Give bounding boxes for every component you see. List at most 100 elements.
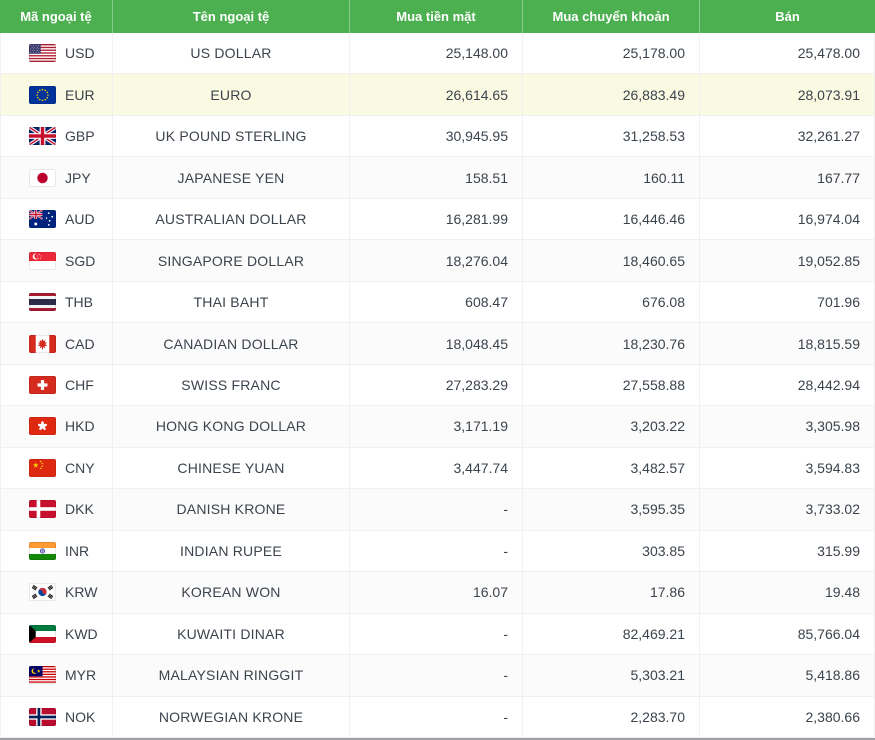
currency-code: KWD — [65, 625, 98, 642]
table-row[interactable]: SGD SINGAPORE DOLLAR 18,276.04 18,460.65… — [1, 240, 874, 282]
buy-cash-value: 16,281.99 — [350, 198, 523, 240]
table-row[interactable]: HKD HONG KONG DOLLAR 3,171.19 3,203.22 3… — [1, 406, 874, 448]
table-row[interactable]: INR INDIAN RUPEE - 303.85 315.99 — [1, 530, 874, 573]
buy-cash-value: 158.51 — [350, 157, 523, 198]
currency-code: JPY — [65, 169, 91, 186]
currency-code: EUR — [65, 86, 95, 103]
canada-flag-icon — [29, 334, 56, 353]
currency-code: CAD — [65, 335, 95, 352]
buy-cash-value: 27,283.29 — [350, 364, 523, 406]
table-row[interactable]: KWD KUWAITI DINAR - 82,469.21 85,766.04 — [1, 613, 874, 656]
currency-code: INR — [65, 542, 90, 559]
buy-transfer-value: 3,595.35 — [523, 489, 700, 530]
currency-code: NOK — [65, 708, 96, 725]
table-row[interactable]: CHF SWISS FRANC 27,283.29 27,558.88 28,4… — [1, 364, 874, 407]
denmark-flag-icon — [29, 500, 56, 519]
currency-name: JAPANESE YEN — [113, 157, 350, 198]
currency-code: SGD — [65, 252, 96, 269]
currency-code-cell: THB — [1, 281, 113, 323]
thailand-flag-icon — [29, 293, 56, 312]
header-buy-cash: Mua tiền mặt — [350, 0, 523, 33]
buy-transfer-value: 5,303.21 — [523, 655, 700, 696]
currency-code: HKD — [65, 418, 95, 435]
header-currency-code: Mã ngoại tệ — [0, 0, 113, 33]
header-currency-name: Tên ngoại tệ — [113, 0, 350, 33]
table-row[interactable]: USD US DOLLAR 25,148.00 25,178.00 25,478… — [1, 33, 874, 75]
buy-cash-value: 608.47 — [350, 281, 523, 323]
japan-flag-icon — [29, 168, 56, 187]
buy-transfer-value: 31,258.53 — [523, 115, 700, 157]
kuwait-flag-icon — [29, 624, 56, 643]
buy-cash-value: - — [350, 530, 523, 572]
table-row[interactable]: CNY CHINESE YUAN 3,447.74 3,482.57 3,594… — [1, 447, 874, 490]
table-row[interactable]: DKK DANISH KRONE - 3,595.35 3,733.02 — [1, 489, 874, 531]
currency-name: MALAYSIAN RINGGIT — [113, 655, 350, 696]
currency-code-cell: KRW — [1, 572, 113, 613]
currency-code: DKK — [65, 501, 94, 518]
buy-transfer-value: 18,460.65 — [523, 240, 700, 281]
currency-code: AUD — [65, 211, 95, 228]
sell-value: 315.99 — [817, 542, 860, 559]
currency-code: USD — [65, 45, 95, 62]
table-row[interactable]: NOK NORWEGIAN KRONE - 2,283.70 2,380.66 — [1, 696, 874, 738]
sell-value: 19,052.85 — [797, 252, 860, 269]
currency-name: UK POUND STERLING — [113, 115, 350, 157]
currency-code: MYR — [65, 667, 97, 684]
currency-code-cell: SGD — [1, 240, 113, 281]
currency-name: HONG KONG DOLLAR — [113, 406, 350, 447]
sell-value: 28,442.94 — [797, 376, 860, 393]
india-flag-icon — [29, 541, 56, 560]
buy-transfer-value: 2,283.70 — [523, 696, 700, 737]
table-row[interactable]: AUD AUSTRALIAN DOLLAR 16,281.99 16,446.4… — [1, 198, 874, 241]
currency-code: GBP — [65, 128, 95, 145]
buy-transfer-value: 160.11 — [523, 157, 700, 198]
currency-code: CNY — [65, 459, 95, 476]
table-row[interactable]: THB THAI BAHT 608.47 676.08 701.96 — [1, 281, 874, 324]
australia-flag-icon — [29, 210, 56, 229]
currency-code-cell: MYR — [1, 655, 113, 696]
sell-value: 701.96 — [817, 294, 860, 311]
buy-transfer-value: 18,230.76 — [523, 323, 700, 364]
table-row[interactable]: MYR MALAYSIAN RINGGIT - 5,303.21 5,418.8… — [1, 655, 874, 697]
hongkong-flag-icon — [29, 417, 56, 436]
currency-code-cell: NOK — [1, 696, 113, 737]
sell-value: 3,733.02 — [805, 501, 861, 518]
sell-value: 25,478.00 — [797, 45, 860, 62]
buy-transfer-value: 16,446.46 — [523, 198, 700, 240]
currency-name: CHINESE YUAN — [113, 447, 350, 489]
table-row[interactable]: KRW KOREAN WON 16.07 17.86 19.48 — [1, 572, 874, 614]
korea-flag-icon — [29, 583, 56, 602]
currency-name: KUWAITI DINAR — [113, 613, 350, 655]
sell-value: 3,305.98 — [805, 418, 861, 435]
buy-transfer-value: 17.86 — [523, 572, 700, 613]
table-row[interactable]: EUR EURO 26,614.65 26,883.49 28,073.91 — [1, 74, 874, 116]
buy-transfer-value: 3,482.57 — [523, 447, 700, 489]
buy-cash-value: 25,148.00 — [350, 33, 523, 74]
table-row[interactable]: JPY JAPANESE YEN 158.51 160.11 167.77 — [1, 157, 874, 199]
table-row[interactable]: CAD CANADIAN DOLLAR 18,048.45 18,230.76 … — [1, 323, 874, 365]
sell-value: 18,815.59 — [797, 335, 860, 352]
buy-cash-value: - — [350, 696, 523, 737]
currency-code-cell: AUD — [1, 198, 113, 240]
currency-code-cell: INR — [1, 530, 113, 572]
header-buy-transfer: Mua chuyển khoản — [523, 0, 700, 33]
sell-value: 3,594.83 — [805, 459, 861, 476]
buy-transfer-value: 3,203.22 — [523, 406, 700, 447]
us-flag-icon — [29, 44, 56, 63]
currency-code-cell: DKK — [1, 489, 113, 530]
currency-name: SINGAPORE DOLLAR — [113, 240, 350, 281]
currency-code: THB — [65, 294, 93, 311]
currency-code-cell: USD — [1, 33, 113, 74]
buy-cash-value: 3,171.19 — [350, 406, 523, 447]
currency-name: DANISH KRONE — [113, 489, 350, 530]
buy-transfer-value: 25,178.00 — [523, 33, 700, 74]
buy-transfer-value: 26,883.49 — [523, 74, 700, 115]
sell-value: 16,974.04 — [797, 211, 860, 228]
currency-code: CHF — [65, 376, 94, 393]
switzerland-flag-icon — [29, 375, 56, 394]
currency-name: THAI BAHT — [113, 281, 350, 323]
buy-cash-value: 16.07 — [350, 572, 523, 613]
table-row[interactable]: GBP UK POUND STERLING 30,945.95 31,258.5… — [1, 115, 874, 158]
malaysia-flag-icon — [29, 666, 56, 685]
